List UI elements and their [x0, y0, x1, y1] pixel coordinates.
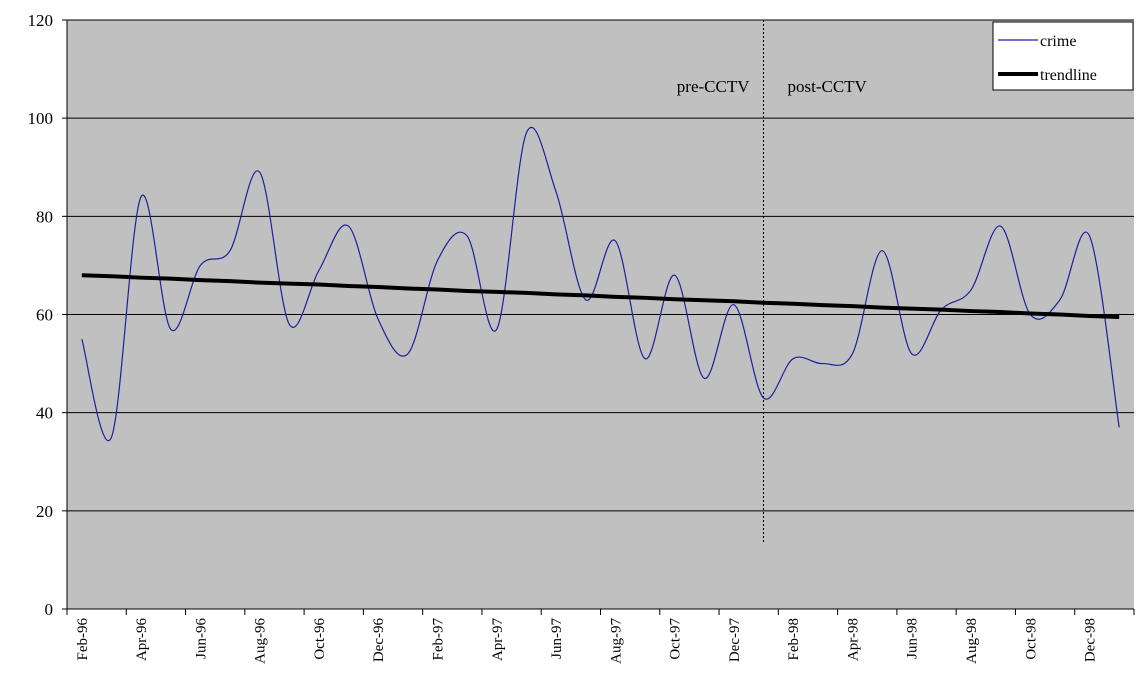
annotation: post-CCTV — [788, 77, 868, 96]
x-tick-label: Aug-98 — [964, 618, 980, 664]
annotation: pre-CCTV — [677, 77, 750, 96]
x-tick-label: Aug-97 — [608, 618, 624, 664]
x-tick-label: Dec-97 — [727, 618, 743, 663]
legend: crime trendline — [992, 21, 1134, 91]
y-tick-label: 120 — [28, 11, 54, 30]
x-tick-label: Jun-98 — [905, 618, 921, 659]
x-tick-label: Dec-98 — [1083, 618, 1099, 662]
x-tick-label: Apr-96 — [134, 618, 150, 662]
x-tick-label: Feb-97 — [430, 618, 446, 661]
legend-label: trendline — [1040, 67, 1097, 84]
y-tick-label: 20 — [36, 502, 53, 521]
x-tick-label: Apr-98 — [845, 618, 861, 661]
x-tick-label: Jun-96 — [193, 618, 209, 659]
x-tick-label: Oct-96 — [312, 618, 328, 660]
y-tick-label: 100 — [28, 109, 54, 128]
legend-box — [992, 21, 1134, 91]
x-tick-label: Feb-98 — [786, 618, 802, 661]
x-tick-label: Feb-96 — [75, 618, 91, 661]
y-tick-label: 0 — [45, 600, 54, 619]
line-series — [81, 273, 1120, 319]
y-tick-label: 40 — [36, 404, 53, 423]
x-tick-label: Jun-97 — [549, 618, 565, 659]
x-tick-label: Apr-97 — [490, 618, 506, 662]
x-tick-label: Oct-97 — [668, 618, 684, 660]
y-tick-label: 60 — [36, 306, 53, 325]
y-tick-label: 80 — [36, 207, 53, 226]
x-tick-label: Aug-96 — [253, 618, 269, 664]
legend-label: crime — [1040, 33, 1076, 50]
x-tick-label: Oct-98 — [1023, 618, 1039, 660]
x-tick-label: Dec-96 — [371, 618, 387, 663]
